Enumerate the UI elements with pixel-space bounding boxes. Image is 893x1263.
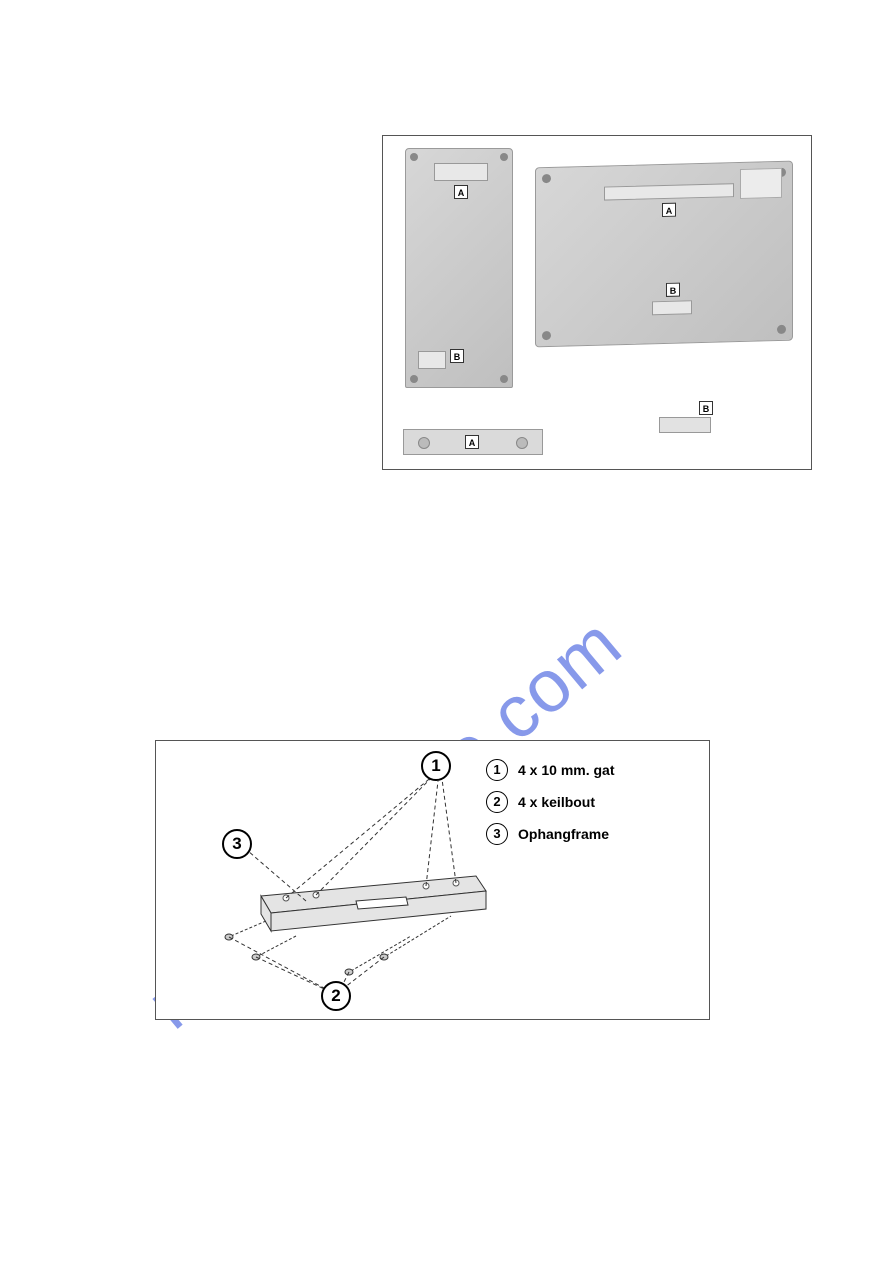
bracket-b-attached-h [652, 300, 692, 315]
callout-3: 3 [222, 829, 252, 859]
label-b: B [450, 349, 464, 363]
legend-row-2: 2 4 x keilbout [486, 787, 615, 817]
legend-text-3: Ophangframe [518, 819, 609, 849]
panel-vertical: A B [405, 148, 513, 388]
mounting-diagram-svg [156, 741, 711, 1021]
legend: 1 4 x 10 mm. gat 2 4 x keilbout 3 Ophang… [486, 755, 615, 851]
figure-panel-brackets: A B A B A B [382, 135, 812, 470]
panel-horizontal: A B [535, 161, 793, 348]
part-a-loose: A [403, 417, 543, 457]
bracket-a-attached-h [604, 183, 734, 200]
bracket-a-attached [434, 163, 488, 181]
bracket-b-attached [418, 351, 446, 369]
figure-mounting-frame: 1 2 3 1 4 x 10 mm. gat 2 4 x keilbout 3 … [155, 740, 710, 1020]
callout-1: 1 [421, 751, 451, 781]
power-box [740, 168, 782, 199]
label-b-part: B [699, 401, 713, 415]
legend-row-1: 1 4 x 10 mm. gat [486, 755, 615, 785]
callout-2: 2 [321, 981, 351, 1011]
legend-text-1: 4 x 10 mm. gat [518, 755, 615, 785]
part-b-loose: B [649, 405, 729, 439]
label-b-h: B [666, 283, 680, 297]
label-a-part: A [465, 435, 479, 449]
legend-num-2: 2 [486, 791, 508, 813]
legend-row-3: 3 Ophangframe [486, 819, 615, 849]
legend-text-2: 4 x keilbout [518, 787, 595, 817]
legend-num-3: 3 [486, 823, 508, 845]
legend-num-1: 1 [486, 759, 508, 781]
label-a: A [454, 185, 468, 199]
label-a-h: A [662, 203, 676, 217]
